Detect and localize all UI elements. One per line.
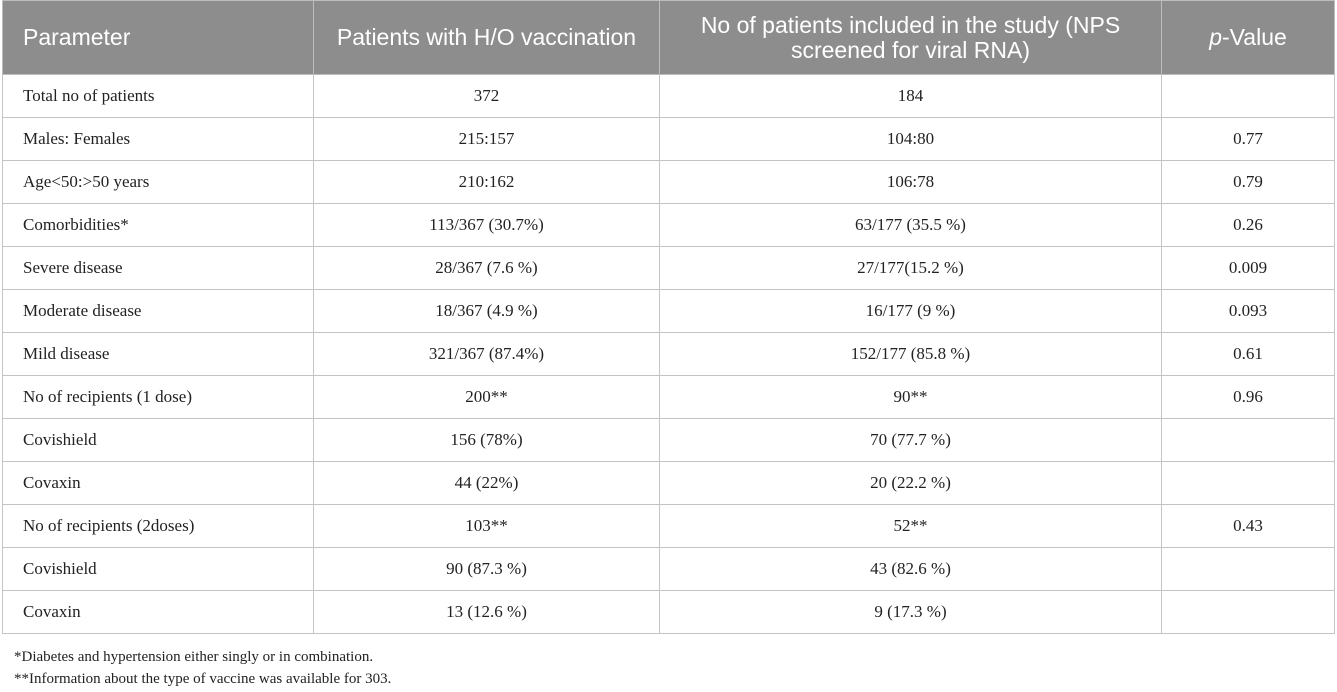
cell-vaccination: 210:162 bbox=[313, 160, 660, 204]
cell-pvalue: 0.77 bbox=[1161, 117, 1335, 161]
cell-parameter: Males: Females bbox=[2, 117, 314, 161]
cell-parameter: Covishield bbox=[2, 547, 314, 591]
header-pvalue-p: p bbox=[1209, 24, 1222, 50]
cell-pvalue bbox=[1161, 74, 1335, 118]
cell-pvalue: 0.009 bbox=[1161, 246, 1335, 290]
footnote-vaccine-type: **Information about the type of vaccine … bbox=[14, 671, 392, 687]
table-row: Age<50:>50 years 210:162 106:78 0.79 bbox=[2, 160, 1335, 204]
table-row: Comorbidities* 113/367 (30.7%) 63/177 (35.… bbox=[2, 203, 1335, 247]
cell-pvalue bbox=[1161, 461, 1335, 505]
cell-vaccination: 321/367 (87.4%) bbox=[313, 332, 660, 376]
cell-parameter: Moderate disease bbox=[2, 289, 314, 333]
cell-included: 152/177 (85.8 %) bbox=[659, 332, 1162, 376]
cell-parameter: Severe disease bbox=[2, 246, 314, 290]
cell-included: 70 (77.7 %) bbox=[659, 418, 1162, 462]
cell-pvalue bbox=[1161, 590, 1335, 634]
cell-vaccination: 156 (78%) bbox=[313, 418, 660, 462]
table-row: Covaxin 44 (22%) 20 (22.2 %) bbox=[2, 461, 1335, 505]
header-pvalue: p-Value bbox=[1161, 0, 1335, 75]
cell-included: 106:78 bbox=[659, 160, 1162, 204]
cell-parameter: Total no of patients bbox=[2, 74, 314, 118]
data-table: Parameter Patients with H/O vaccination … bbox=[2, 0, 1335, 634]
cell-vaccination: 372 bbox=[313, 74, 660, 118]
cell-vaccination: 13 (12.6 %) bbox=[313, 590, 660, 634]
cell-vaccination: 200** bbox=[313, 375, 660, 419]
table-row: No of recipients (2doses) 103** 52** 0.43 bbox=[2, 504, 1335, 548]
header-vaccination: Patients with H/O vaccination bbox=[313, 0, 660, 75]
cell-included: 90** bbox=[659, 375, 1162, 419]
table-row: Total no of patients 372 184 bbox=[2, 74, 1335, 118]
cell-vaccination: 18/367 (4.9 %) bbox=[313, 289, 660, 333]
header-row: Parameter Patients with H/O vaccination … bbox=[2, 0, 1335, 75]
cell-pvalue: 0.96 bbox=[1161, 375, 1335, 419]
cell-included: 184 bbox=[659, 74, 1162, 118]
table-row: No of recipients (1 dose) 200** 90** 0.96 bbox=[2, 375, 1335, 419]
table-row: Covaxin 13 (12.6 %) 9 (17.3 %) bbox=[2, 590, 1335, 634]
cell-parameter: Age<50:>50 years bbox=[2, 160, 314, 204]
cell-parameter: No of recipients (2doses) bbox=[2, 504, 314, 548]
cell-pvalue: 0.43 bbox=[1161, 504, 1335, 548]
table-row: Mild disease 321/367 (87.4%) 152/177 (85.8… bbox=[2, 332, 1335, 376]
cell-vaccination: 113/367 (30.7%) bbox=[313, 203, 660, 247]
cell-pvalue: 0.26 bbox=[1161, 203, 1335, 247]
cell-pvalue bbox=[1161, 418, 1335, 462]
table-row: Moderate disease 18/367 (4.9 %) 16/177 (9 … bbox=[2, 289, 1335, 333]
cell-parameter: No of recipients (1 dose) bbox=[2, 375, 314, 419]
cell-included: 104:80 bbox=[659, 117, 1162, 161]
cell-pvalue: 0.79 bbox=[1161, 160, 1335, 204]
header-pvalue-suffix: -Value bbox=[1222, 24, 1287, 50]
cell-included: 27/177(15.2 %) bbox=[659, 246, 1162, 290]
cell-included: 9 (17.3 %) bbox=[659, 590, 1162, 634]
cell-pvalue bbox=[1161, 547, 1335, 591]
cell-pvalue: 0.093 bbox=[1161, 289, 1335, 333]
footnote-comorbidities: *Diabetes and hypertension either singly… bbox=[14, 649, 374, 665]
cell-vaccination: 90 (87.3 %) bbox=[313, 547, 660, 591]
cell-vaccination: 215:157 bbox=[313, 117, 660, 161]
table-row: Covishield 90 (87.3 %) 43 (82.6 %) bbox=[2, 547, 1335, 591]
cell-parameter: Comorbidities* bbox=[2, 203, 314, 247]
cell-included: 43 (82.6 %) bbox=[659, 547, 1162, 591]
table-header: Parameter Patients with H/O vaccination … bbox=[2, 0, 1335, 75]
table-row: Covishield 156 (78%) 70 (77.7 %) bbox=[2, 418, 1335, 462]
cell-parameter: Covaxin bbox=[2, 590, 314, 634]
cell-vaccination: 103** bbox=[313, 504, 660, 548]
table-body: Total no of patients 372 184 Males: Females… bbox=[2, 74, 1335, 634]
cell-parameter: Mild disease bbox=[2, 332, 314, 376]
cell-parameter: Covaxin bbox=[2, 461, 314, 505]
cell-vaccination: 28/367 (7.6 %) bbox=[313, 246, 660, 290]
table-row: Males: Females 215:157 104:80 0.77 bbox=[2, 117, 1335, 161]
cell-vaccination: 44 (22%) bbox=[313, 461, 660, 505]
footnotes: *Diabetes and hypertension either singly… bbox=[14, 646, 391, 690]
header-included: No of patients included in the study (NP… bbox=[659, 0, 1162, 75]
cell-pvalue: 0.61 bbox=[1161, 332, 1335, 376]
cell-included: 20 (22.2 %) bbox=[659, 461, 1162, 505]
cell-included: 63/177 (35.5 %) bbox=[659, 203, 1162, 247]
data-table-container: Parameter Patients with H/O vaccination … bbox=[2, 0, 1335, 634]
cell-included: 16/177 (9 %) bbox=[659, 289, 1162, 333]
header-parameter: Parameter bbox=[2, 0, 314, 75]
table-row: Severe disease 28/367 (7.6 %) 27/177(15.2 … bbox=[2, 246, 1335, 290]
cell-parameter: Covishield bbox=[2, 418, 314, 462]
cell-included: 52** bbox=[659, 504, 1162, 548]
